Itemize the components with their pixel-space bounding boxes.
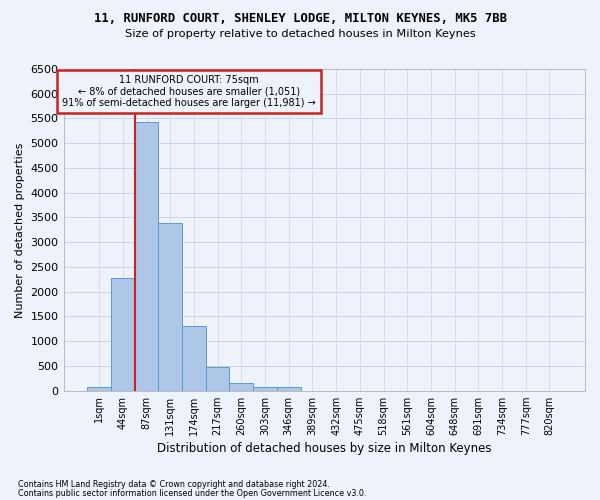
Text: Contains HM Land Registry data © Crown copyright and database right 2024.: Contains HM Land Registry data © Crown c… (18, 480, 330, 489)
Bar (87, 387, 111, 390)
Bar (134, 122, 158, 390)
Text: Contains public sector information licensed under the Open Government Licence v3: Contains public sector information licen… (18, 488, 367, 498)
Bar (229, 383, 253, 390)
Bar (111, 278, 134, 390)
Bar (182, 326, 206, 390)
Y-axis label: Number of detached properties: Number of detached properties (15, 142, 25, 318)
X-axis label: Distribution of detached houses by size in Milton Keynes: Distribution of detached houses by size … (157, 442, 491, 455)
Bar (253, 386, 277, 390)
Bar (277, 387, 301, 390)
Bar (206, 367, 229, 390)
Text: 11, RUNFORD COURT, SHENLEY LODGE, MILTON KEYNES, MK5 7BB: 11, RUNFORD COURT, SHENLEY LODGE, MILTON… (94, 12, 506, 26)
Bar (158, 224, 182, 390)
Text: Size of property relative to detached houses in Milton Keynes: Size of property relative to detached ho… (125, 29, 475, 39)
Text: 11 RUNFORD COURT: 75sqm
← 8% of detached houses are smaller (1,051)
91% of semi-: 11 RUNFORD COURT: 75sqm ← 8% of detached… (62, 74, 316, 108)
